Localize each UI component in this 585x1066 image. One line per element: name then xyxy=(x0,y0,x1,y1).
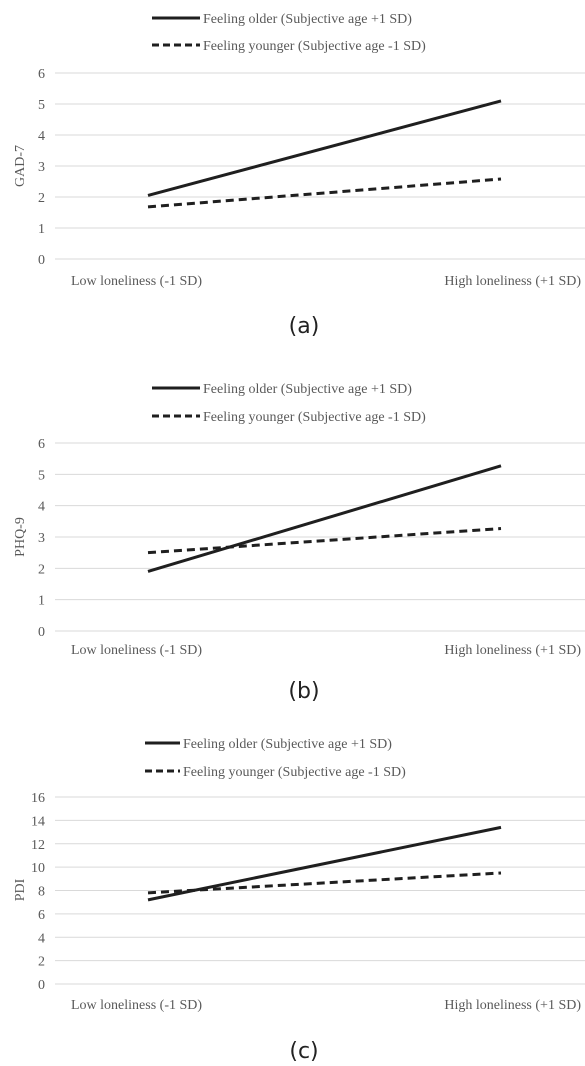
chart-1-ytick-label: 2 xyxy=(38,191,45,206)
chart-1-panel-label: (a) xyxy=(289,314,320,339)
chart-1-category-label-low: Low loneliness (-1 SD) xyxy=(71,274,202,289)
chart-3-legend-label-younger: Feeling younger (Subjective age -1 SD) xyxy=(183,765,406,780)
chart-3-y-axis-label: PDI xyxy=(13,878,28,901)
chart-1-series-line-younger xyxy=(147,177,502,209)
chart-1-ytick-label: 4 xyxy=(38,129,45,144)
chart-2-series-line-older xyxy=(147,464,502,573)
chart-3-ytick-label: 14 xyxy=(31,814,45,829)
chart-1-ytick-label: 3 xyxy=(38,160,45,175)
chart-3-ytick-label: 12 xyxy=(31,838,45,853)
chart-3-ytick-label: 10 xyxy=(31,861,45,876)
chart-1-series-line-older xyxy=(147,99,502,197)
chart-2-y-axis-label: PHQ-9 xyxy=(13,517,28,557)
chart-2-ytick-label: 1 xyxy=(38,594,45,609)
chart-1-legend-label-younger: Feeling younger (Subjective age -1 SD) xyxy=(203,39,426,54)
chart-2-category-label-low: Low loneliness (-1 SD) xyxy=(71,643,202,658)
chart-3-ytick-label: 2 xyxy=(38,955,45,970)
chart-1-category-label-high: High loneliness (+1 SD) xyxy=(444,274,581,289)
chart-3-panel-label: (c) xyxy=(289,1039,318,1064)
chart-1-ytick-label: 1 xyxy=(38,222,45,237)
chart-1-y-axis-label: GAD-7 xyxy=(13,145,28,187)
chart-2-ytick-label: 0 xyxy=(38,625,45,640)
chart-2-ytick-label: 3 xyxy=(38,531,45,546)
chart-2-ytick-label: 2 xyxy=(38,562,45,577)
chart-1-ytick-label: 5 xyxy=(38,98,45,113)
chart-3-ytick-label: 6 xyxy=(38,908,45,923)
chart-3-ytick-label: 4 xyxy=(38,931,45,946)
chart-3-category-label-high: High loneliness (+1 SD) xyxy=(444,998,581,1013)
chart-2-legend-label-older: Feeling older (Subjective age +1 SD) xyxy=(203,382,412,397)
chart-3-series-line-older xyxy=(147,825,502,902)
chart-3-ytick-label: 16 xyxy=(31,791,45,806)
chart-2-category-label-high: High loneliness (+1 SD) xyxy=(444,643,581,658)
chart-2-series-line-younger xyxy=(147,527,502,555)
chart-2-legend-label-younger: Feeling younger (Subjective age -1 SD) xyxy=(203,410,426,425)
chart-1-ytick-label: 0 xyxy=(38,253,45,268)
chart-3-series-line-younger xyxy=(147,871,502,895)
chart-3-ytick-label: 8 xyxy=(38,885,45,900)
chart-3-category-label-low: Low loneliness (-1 SD) xyxy=(71,998,202,1013)
chart-2-ytick-label: 6 xyxy=(38,437,45,452)
chart-2-panel-label: (b) xyxy=(288,679,319,704)
chart-3-legend-label-older: Feeling older (Subjective age +1 SD) xyxy=(183,737,392,752)
chart-2-ytick-label: 4 xyxy=(38,500,45,515)
chart-3-ytick-label: 0 xyxy=(38,978,45,993)
chart-2-ytick-label: 5 xyxy=(38,468,45,483)
chart-1-ytick-label: 6 xyxy=(38,67,45,82)
chart-1-legend-label-older: Feeling older (Subjective age +1 SD) xyxy=(203,12,412,27)
